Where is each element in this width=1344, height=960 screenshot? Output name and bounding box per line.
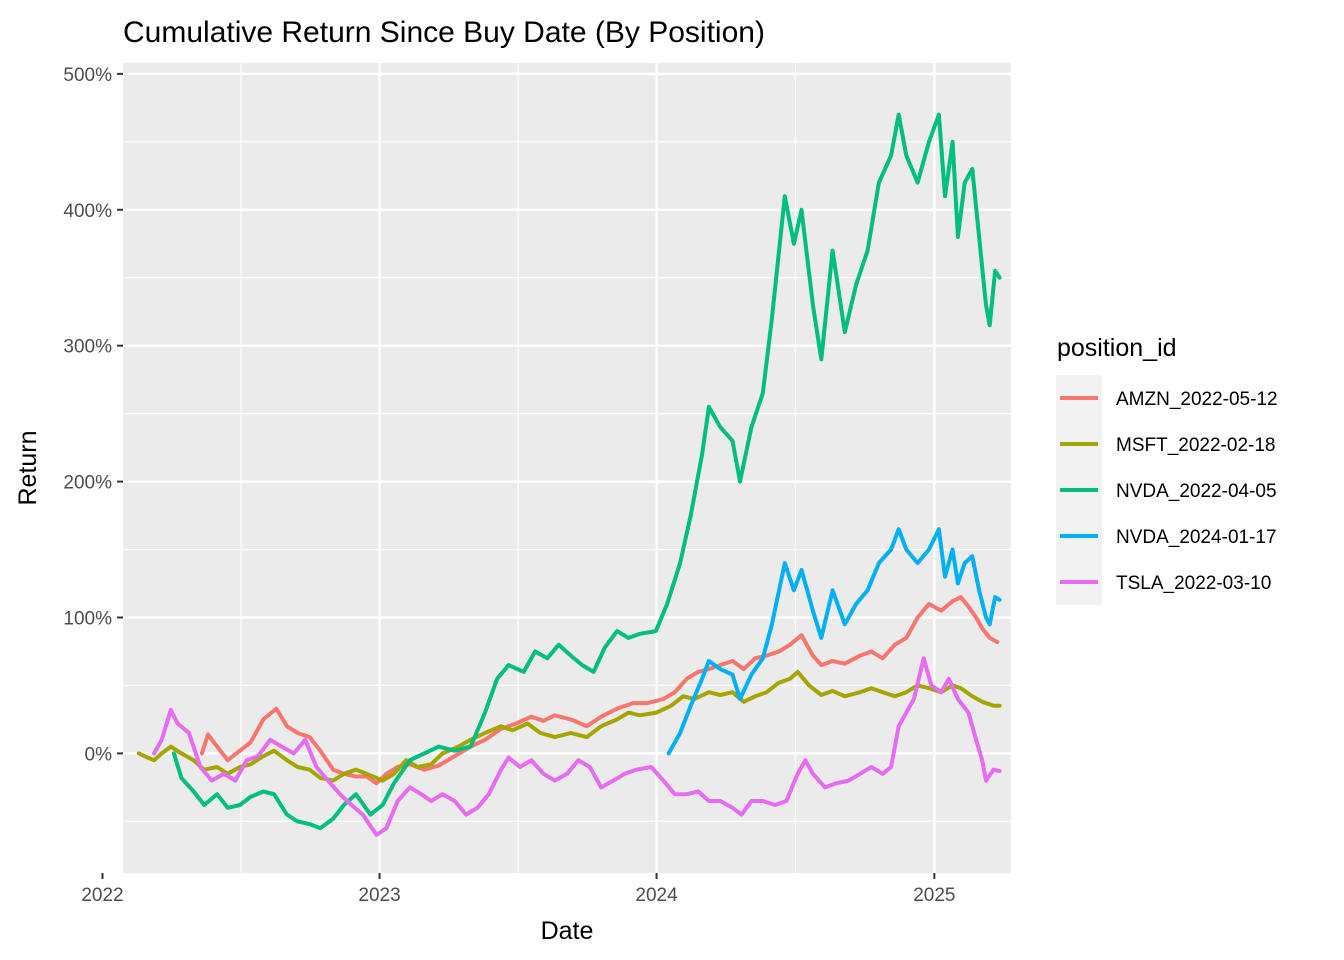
x-tick-label: 2025 bbox=[913, 885, 955, 906]
series-line-msft-2022-02-18 bbox=[136, 669, 1002, 783]
axes: 0% 100% 200% 300% 400% 500% 2022 2023 2024 2025 bbox=[63, 65, 955, 906]
x-axis-title: Date bbox=[541, 917, 594, 945]
legend-label: NVDA_2024-01-17 bbox=[1116, 527, 1277, 548]
series-line-nvda-2022-04-05 bbox=[171, 112, 1002, 831]
y-tick-label: 100% bbox=[63, 608, 112, 629]
series-line-amzn-2022-05-12 bbox=[199, 595, 1000, 786]
x-tick-label: 2022 bbox=[81, 885, 123, 906]
legend-title: position_id bbox=[1057, 334, 1177, 362]
major-gridlines bbox=[101, 63, 1011, 873]
legend-items: AMZN_2022-05-12 MSFT_2022-02-18 NVDA_2022-… bbox=[1060, 389, 1278, 594]
y-axis-title: Return bbox=[14, 430, 42, 505]
y-tick-label: 400% bbox=[63, 201, 112, 222]
legend-label: MSFT_2022-02-18 bbox=[1116, 435, 1275, 456]
series-lines bbox=[136, 112, 1002, 837]
x-tick-label: 2024 bbox=[635, 885, 678, 906]
legend-label: AMZN_2022-05-12 bbox=[1116, 389, 1278, 410]
chart-title: Cumulative Return Since Buy Date (By Pos… bbox=[123, 16, 765, 49]
y-tick-label: 500% bbox=[63, 65, 112, 86]
x-tick-label: 2023 bbox=[358, 885, 400, 906]
legend-label: TSLA_2022-03-10 bbox=[1116, 573, 1271, 594]
y-tick-label: 200% bbox=[63, 473, 112, 494]
y-tick-label: 300% bbox=[63, 337, 112, 358]
legend-label: NVDA_2022-04-05 bbox=[1116, 481, 1277, 502]
series-line-nvda-2024-01-17 bbox=[666, 527, 1002, 756]
y-tick-label: 0% bbox=[85, 744, 113, 765]
series-line-tsla-2022-03-10 bbox=[152, 656, 1002, 837]
minor-gridlines bbox=[123, 63, 1011, 873]
legend: position_id AMZN_2022-05-12 MSFT_2022-02-… bbox=[1056, 334, 1278, 605]
